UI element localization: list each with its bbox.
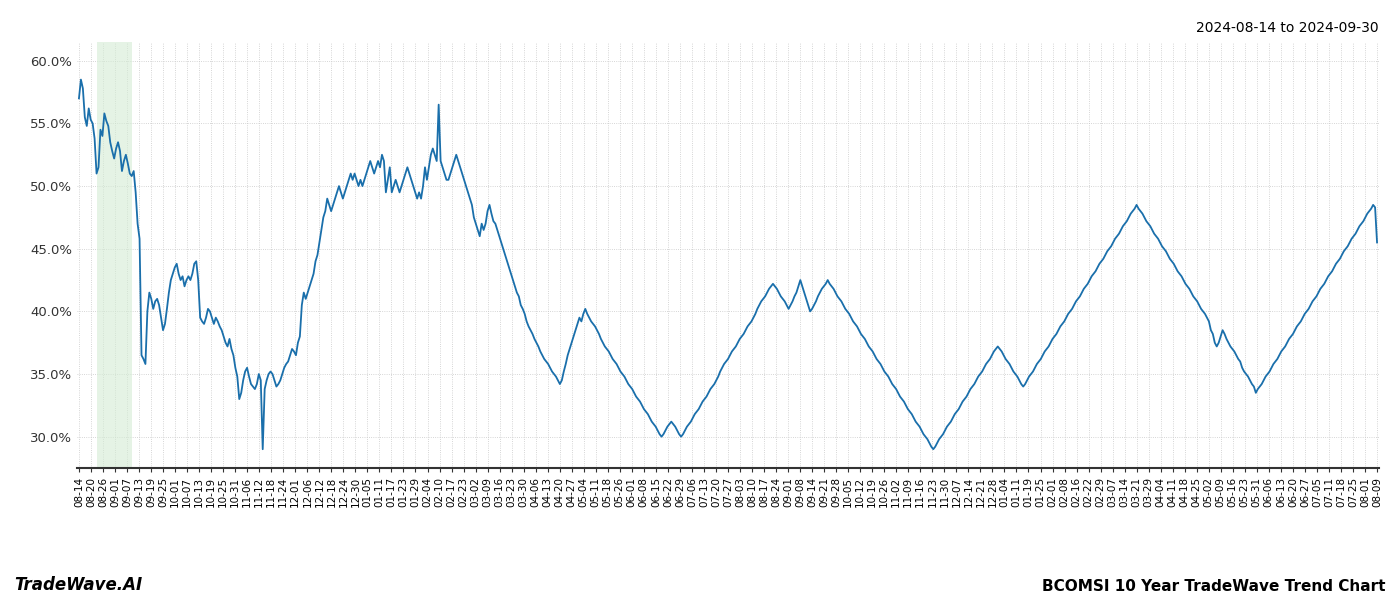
Text: 2024-08-14 to 2024-09-30: 2024-08-14 to 2024-09-30 [1197,21,1379,35]
Text: TradeWave.AI: TradeWave.AI [14,576,143,594]
Bar [97,42,132,468]
Text: BCOMSI 10 Year TradeWave Trend Chart: BCOMSI 10 Year TradeWave Trend Chart [1043,579,1386,594]
